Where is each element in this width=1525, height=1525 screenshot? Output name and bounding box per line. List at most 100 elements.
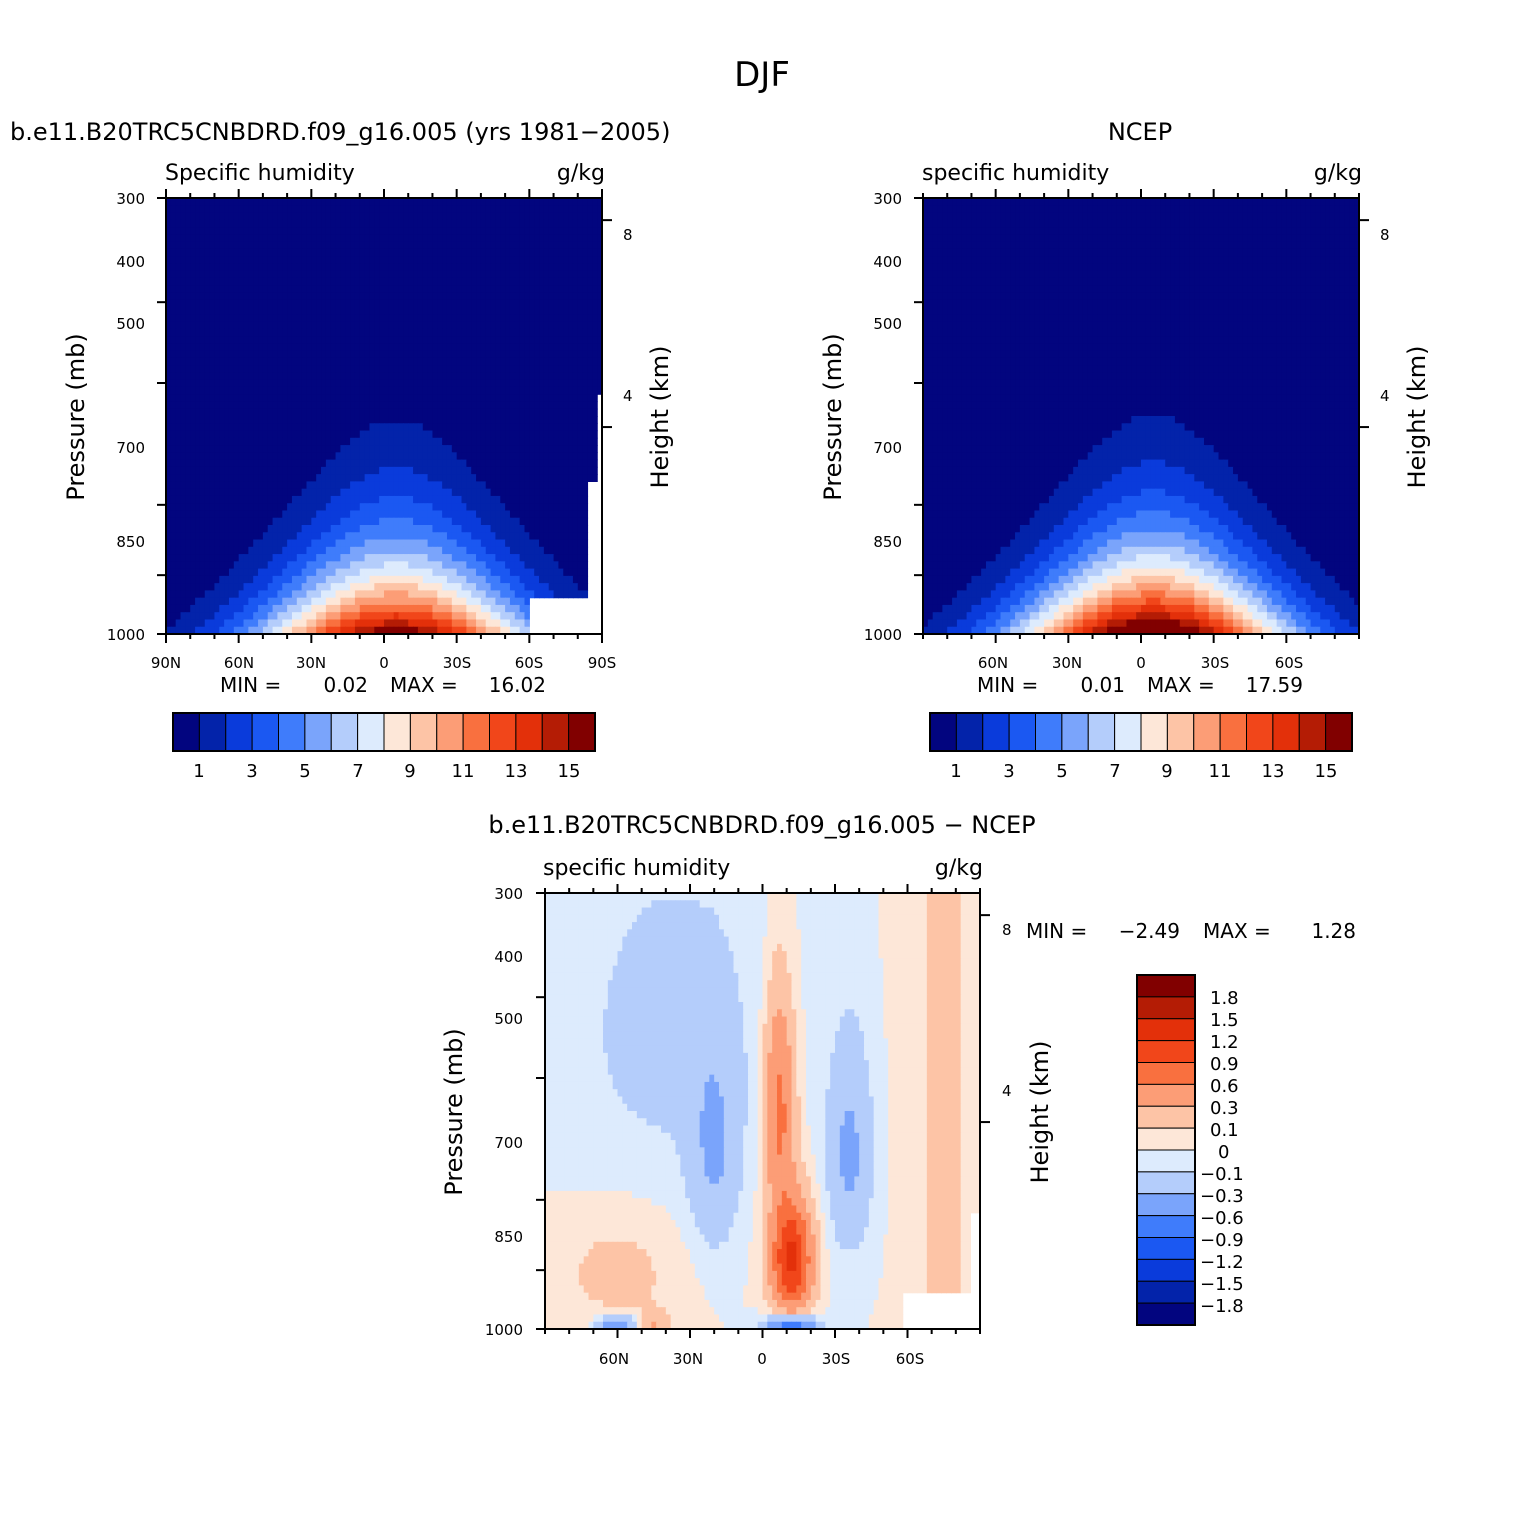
- contour-cell: [316, 554, 322, 562]
- contour-cell: [166, 321, 172, 330]
- contour-cell: [350, 343, 356, 352]
- contour-cell: [485, 386, 492, 395]
- contour-cell: [476, 270, 482, 279]
- contour-cell: [461, 394, 467, 403]
- contour-cell: [427, 416, 434, 424]
- contour-cell: [170, 328, 177, 337]
- contour-cell: [175, 263, 182, 272]
- contour-cell: [432, 263, 438, 272]
- contour-cell: [277, 408, 283, 417]
- contour-cell: [306, 394, 312, 403]
- contour-cell: [442, 583, 448, 591]
- plot-area: [157, 189, 612, 643]
- contour-cell: [476, 401, 482, 410]
- contour-cell: [195, 575, 201, 584]
- contour-cell: [301, 205, 308, 214]
- contour-cell: [413, 583, 419, 591]
- contour-cell: [199, 307, 206, 315]
- contour-cell: [509, 401, 516, 410]
- contour-cell: [345, 321, 351, 330]
- contour-cell: [529, 466, 535, 475]
- contour-cell: [384, 394, 390, 403]
- contour-cell: [190, 583, 196, 591]
- contour-cell: [456, 430, 463, 439]
- contour-cell: [311, 466, 317, 475]
- contour-cell: [325, 597, 332, 606]
- contour-cell: [529, 554, 535, 562]
- contour-cell: [495, 437, 501, 446]
- contour-cell: [354, 495, 361, 504]
- contour-cell: [524, 350, 530, 359]
- contour-cell: [199, 539, 206, 548]
- contour-cell: [408, 539, 414, 548]
- contour-cell: [369, 459, 375, 468]
- contour-cell: [495, 307, 501, 315]
- contour-cell: [306, 285, 312, 294]
- contour-cell: [248, 474, 254, 482]
- contour-cell: [495, 583, 501, 591]
- contour-cell: [190, 248, 196, 257]
- contour-cell: [306, 379, 312, 388]
- contour-cell: [388, 321, 395, 330]
- contour-cell: [166, 604, 172, 613]
- contour-cell: [166, 241, 172, 250]
- contour-cell: [427, 452, 434, 461]
- contour-cell: [524, 568, 530, 577]
- contour-cell: [539, 488, 545, 497]
- contour-cell: [330, 452, 337, 461]
- contour-cell: [509, 365, 516, 373]
- contour-cell: [359, 227, 366, 235]
- contour-cell: [437, 205, 443, 214]
- contour-cell: [456, 590, 463, 599]
- contour-cell: [432, 597, 438, 606]
- contour-cell: [166, 314, 172, 323]
- contour-cell: [422, 307, 429, 315]
- contour-cell: [505, 256, 511, 264]
- contour-cell: [296, 401, 303, 410]
- contour-cell: [224, 212, 230, 221]
- contour-cell: [592, 241, 598, 250]
- contour-cell: [432, 227, 438, 235]
- contour-cell: [306, 437, 312, 446]
- contour-cell: [432, 270, 438, 279]
- contour-cell: [253, 474, 259, 482]
- contour-cell: [500, 539, 506, 548]
- contour-cell: [166, 423, 172, 432]
- contour-cell: [204, 568, 211, 577]
- contour-cell: [219, 386, 225, 395]
- contour-cell: [180, 365, 186, 373]
- contour-cell: [258, 517, 264, 526]
- contour-cell: [476, 517, 482, 526]
- contour-cell: [480, 379, 487, 388]
- contour-cell: [180, 474, 186, 482]
- contour-cell: [461, 510, 467, 519]
- contour-cell: [480, 256, 487, 264]
- contour-cell: [509, 466, 516, 475]
- contour-cell: [509, 546, 516, 555]
- contour-cell: [350, 270, 356, 279]
- contour-cell: [384, 241, 390, 250]
- contour-cell: [277, 372, 283, 381]
- contour-cell: [238, 546, 245, 555]
- contour-cell: [287, 532, 293, 541]
- contour-cell: [388, 590, 395, 599]
- contour-cell: [500, 248, 506, 257]
- contour-cell: [529, 270, 535, 279]
- contour-cell: [379, 597, 385, 606]
- contour-cell: [291, 430, 298, 439]
- contour-cell: [543, 459, 550, 468]
- contour-cell: [461, 539, 467, 548]
- contour-cell: [325, 234, 332, 243]
- contour-cell: [388, 277, 395, 286]
- contour-cell: [437, 299, 443, 308]
- contour-cell: [345, 270, 351, 279]
- contour-cell: [480, 532, 487, 541]
- contour-cell: [572, 481, 579, 490]
- contour-cell: [485, 198, 492, 206]
- contour-cell: [330, 256, 337, 264]
- contour-cell: [248, 379, 254, 388]
- contour-cell: [175, 401, 182, 410]
- contour-cell: [185, 263, 191, 272]
- contour-cell: [413, 394, 419, 403]
- contour-cell: [272, 205, 279, 214]
